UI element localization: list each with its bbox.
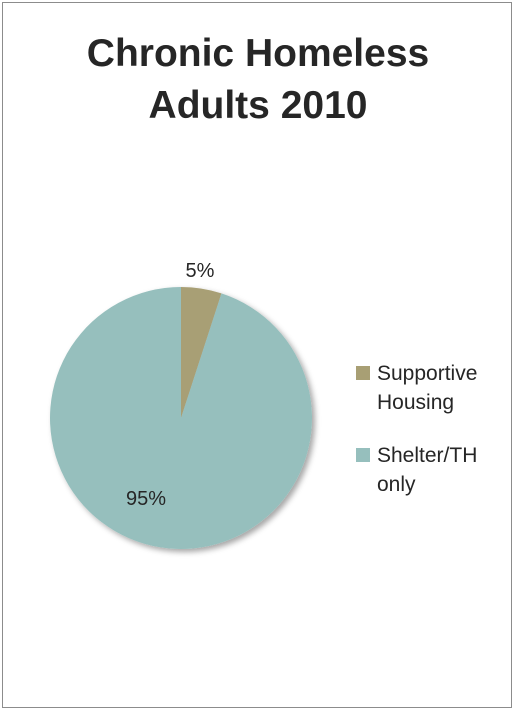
- chart-title-line-1: Chronic Homeless: [86, 32, 430, 75]
- pie-slice-2: [50, 287, 313, 549]
- data-label-1: 5%: [186, 260, 215, 282]
- legend-label-2-line-1: Shelter/TH: [377, 444, 477, 467]
- legend-label-2-line-2: only: [377, 473, 416, 496]
- legend-label-1-line-2: Housing: [377, 391, 454, 414]
- pie-slice-1: [181, 287, 222, 418]
- legend-label-1-line-1: Supportive: [377, 362, 477, 385]
- legend-swatch-2: [356, 448, 370, 462]
- chart-title: Chronic Homeless Adults 2010: [0, 28, 516, 132]
- legend-swatch-1: [356, 366, 370, 380]
- data-label-2: 95%: [126, 488, 166, 510]
- chart-title-line-2: Adults 2010: [148, 84, 368, 127]
